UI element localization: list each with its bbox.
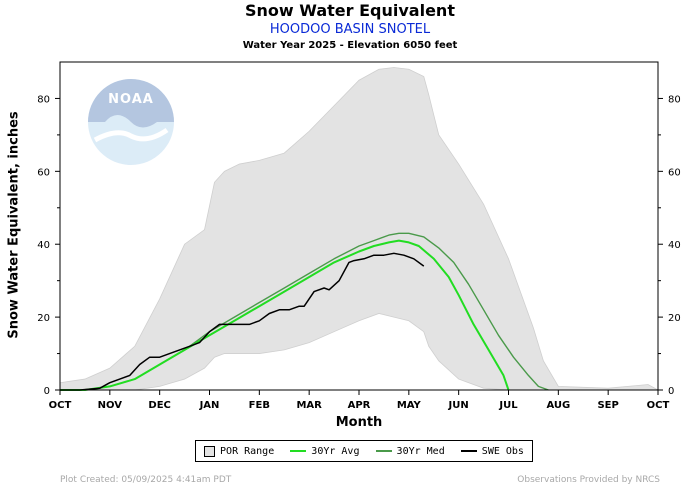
x-tick-label: JUN (448, 400, 469, 411)
legend-swatch-por-range (204, 445, 216, 457)
y-tick-label-right: 20 (668, 313, 681, 324)
y-tick-label-right: 0 (668, 386, 674, 397)
legend-label-por-range: POR Range (220, 445, 275, 457)
x-tick-label: FEB (249, 400, 270, 411)
series-line-30yr-avg (60, 239, 510, 391)
y-tick-label-right: 40 (668, 240, 681, 251)
x-tick-label: OCT (647, 400, 670, 411)
plot-created-note: Plot Created: 05/09/2025 4:41am PDT (60, 475, 232, 485)
x-tick-label: APR (348, 400, 371, 411)
x-tick-label: MAR (296, 400, 322, 411)
y-tick-label-left: 40 (37, 240, 50, 251)
series-line-swe-obs (60, 252, 425, 391)
legend-swatch-30yr-avg (290, 450, 307, 452)
x-tick-label: DEC (148, 400, 170, 411)
x-tick-label: JAN (199, 400, 220, 411)
water-year-info: Water Year 2025 - Elevation 6050 feet (242, 40, 458, 51)
x-tick-label: OCT (49, 400, 72, 411)
y-tick-label-left: 0 (44, 386, 50, 397)
legend-label-swe-obs: SWE Obs (481, 445, 524, 457)
x-axis-label: Month (335, 415, 383, 430)
swe-chart: 0 0 20 20 40 40 60 60 80 80 OCT NOV DEC JAN FEB MAR APR M… (37, 61, 681, 411)
y-tick-label-left: 80 (37, 94, 50, 105)
data-credit-note: Observations Provided by NRCS (517, 475, 660, 485)
noaa-logo-text: NOAA (108, 92, 154, 107)
legend-item-30yr-avg: 30Yr Avg (290, 446, 359, 457)
legend-swatch-30yr-med (375, 450, 392, 452)
legend-swatch-swe-obs (460, 450, 477, 452)
legend-item-swe-obs: SWE Obs (460, 445, 524, 457)
legend-item-por-range: POR Range (204, 445, 275, 457)
y-axis-label: Snow Water Equivalent, inches (6, 111, 22, 339)
legend-label-30yr-med: 30Yr Med (396, 445, 445, 457)
y-tick-label-left: 60 (37, 167, 50, 178)
x-tick-label: NOV (98, 400, 123, 411)
legend-item-30yr-med: 30Yr Med (375, 445, 445, 457)
x-tick-label: SEP (597, 400, 618, 411)
legend: POR Range 30Yr Avg 30Yr Med SWE Obs (195, 440, 533, 462)
station-name: HOODOO BASIN SNOTEL (269, 22, 431, 37)
y-tick-label-right: 80 (668, 94, 681, 105)
y-tick-label-right: 60 (668, 167, 681, 178)
legend-label-30yr-avg: 30Yr Avg (311, 445, 360, 457)
chart-title: Snow Water Equivalent (245, 1, 455, 20)
noaa-logo-icon: NOAA (87, 78, 175, 166)
x-tick-label: MAY (397, 400, 422, 411)
x-tick-label: JUL (498, 400, 518, 411)
y-tick-label-left: 20 (37, 313, 50, 324)
x-tick-label: AUG (546, 400, 570, 411)
